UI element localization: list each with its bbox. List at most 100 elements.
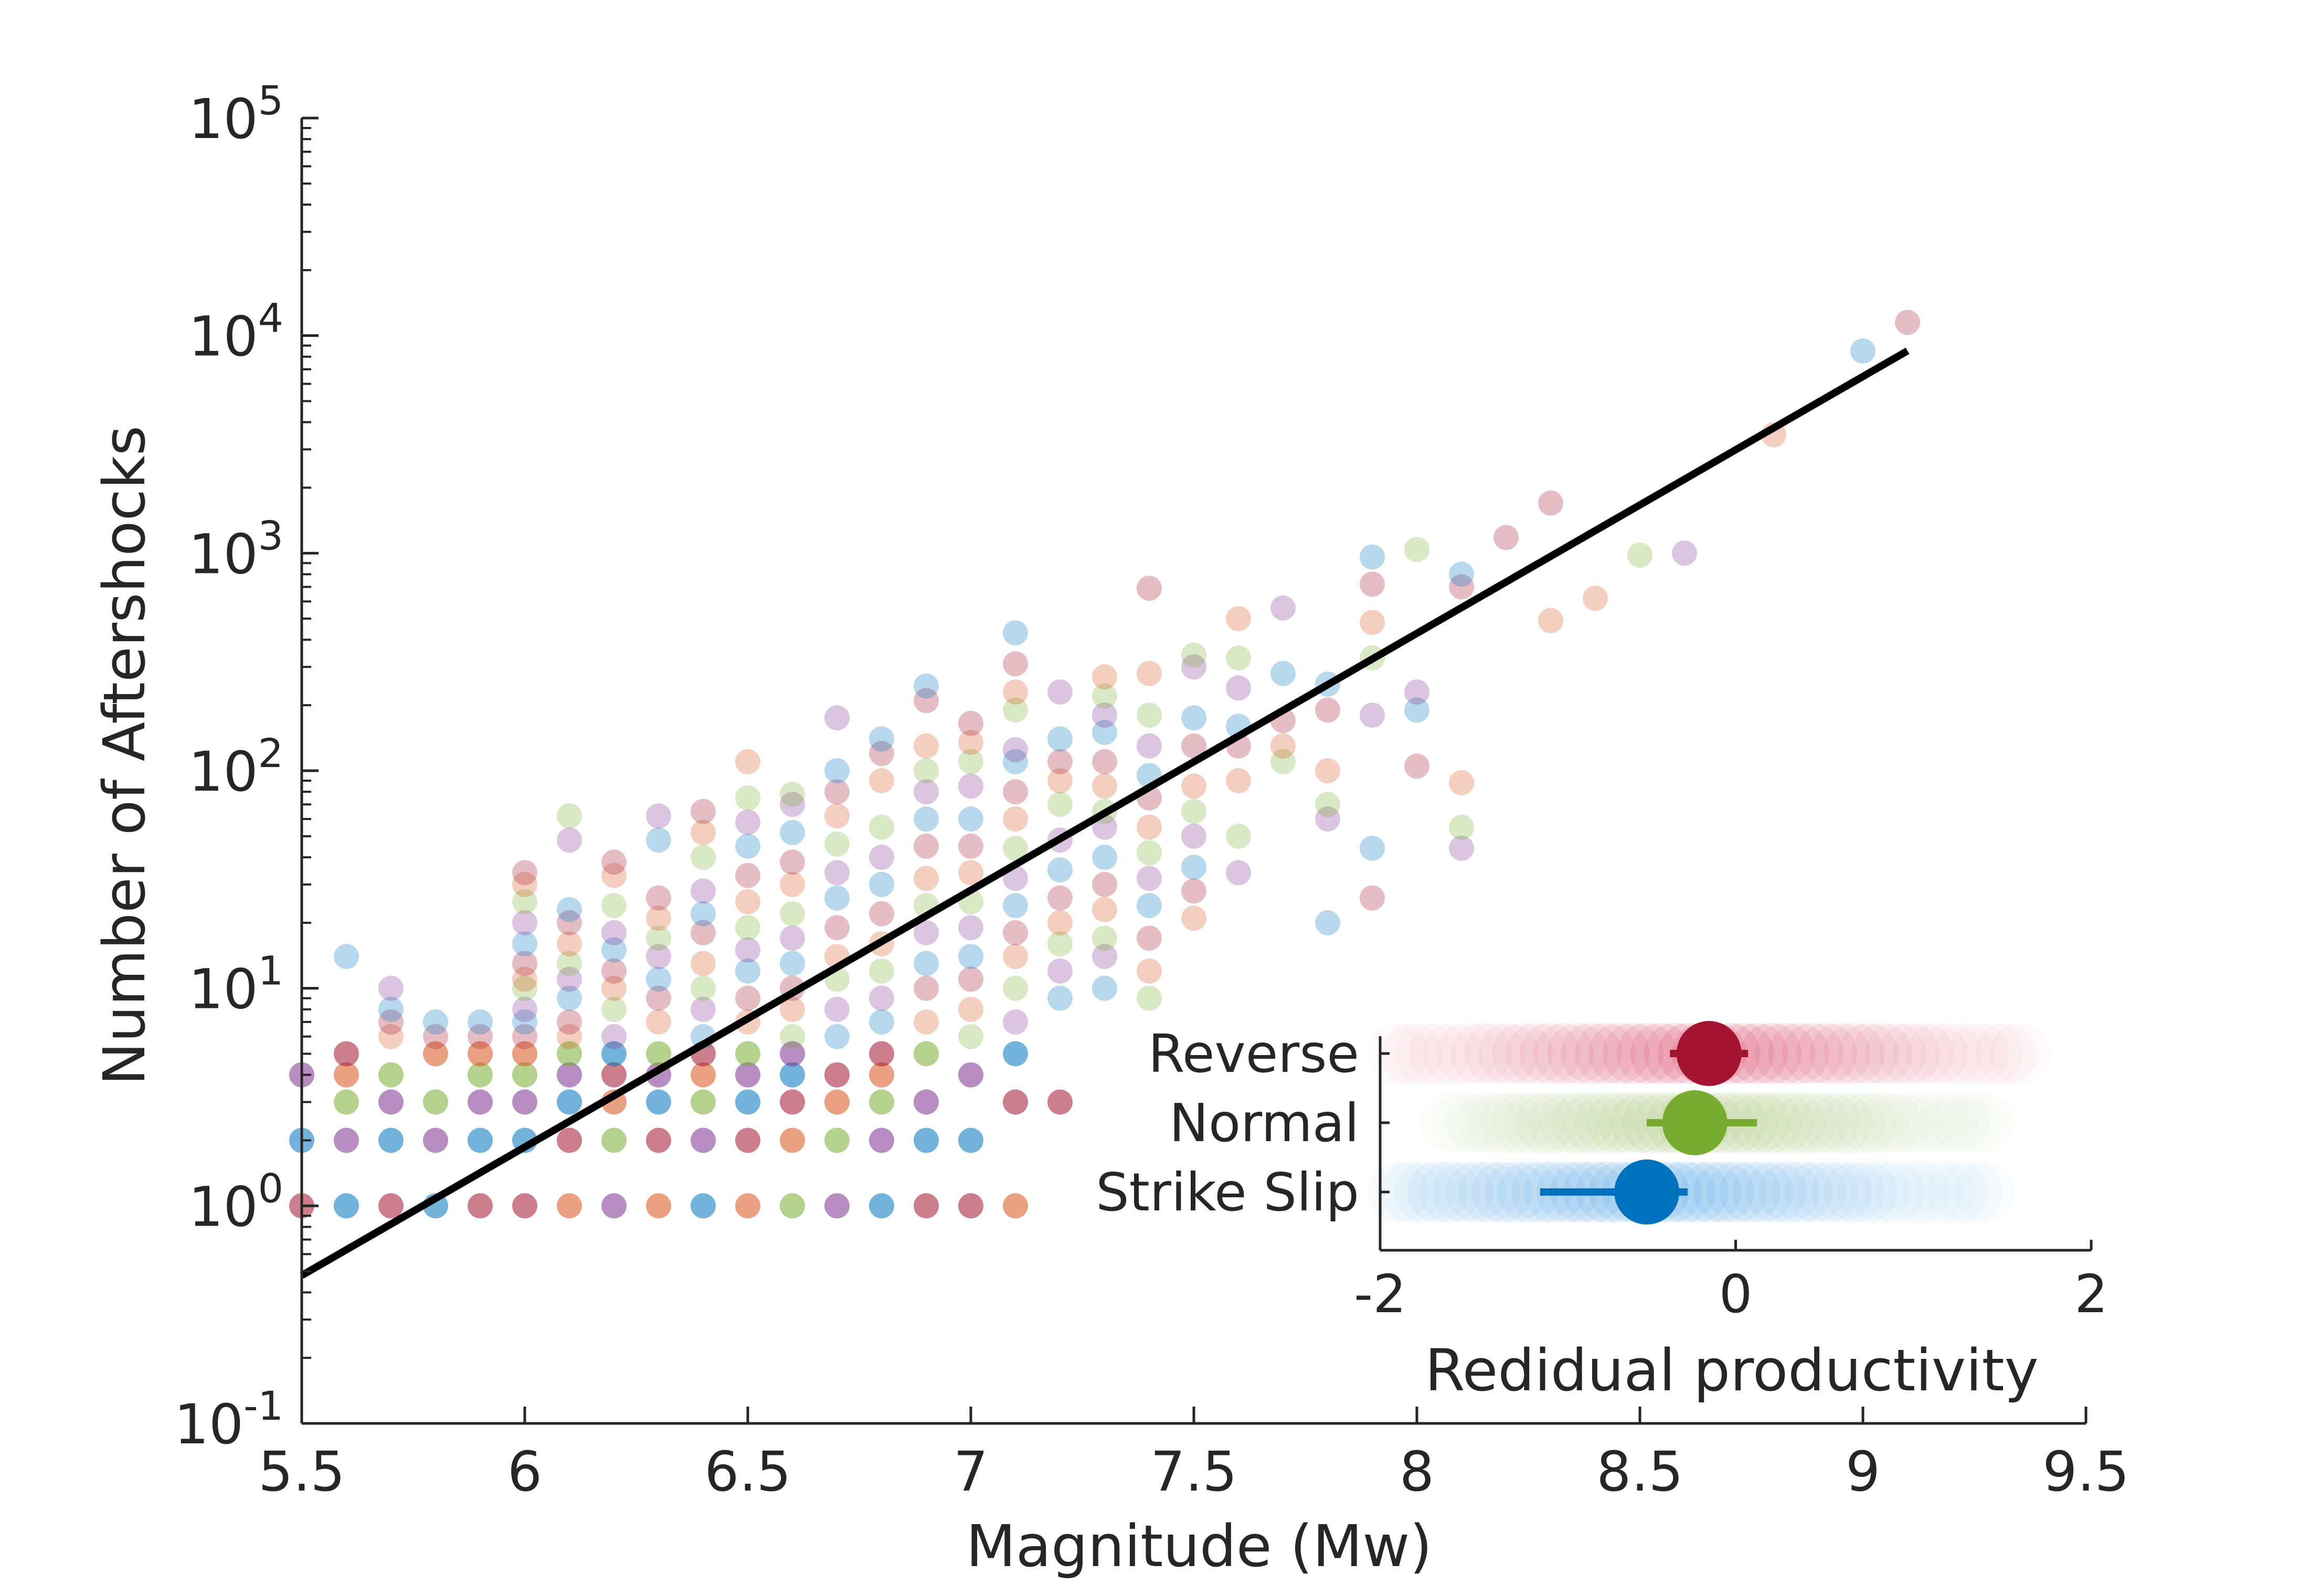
residual-point — [1519, 1023, 1581, 1084]
data-point — [1226, 675, 1251, 701]
data-point — [1092, 925, 1117, 951]
residual-point — [1616, 1023, 1678, 1084]
data-point — [824, 831, 850, 857]
data-point — [557, 1041, 582, 1067]
residual-point — [1630, 1023, 1691, 1084]
inset-x-tick-label: 2 — [2074, 1263, 2108, 1325]
data-point — [1092, 703, 1117, 728]
data-point — [601, 920, 627, 945]
residual-point — [1471, 1162, 1533, 1222]
data-point — [780, 871, 805, 897]
y-tick-label: 100 — [188, 1165, 283, 1239]
data-point — [869, 1041, 894, 1067]
data-point — [1003, 779, 1028, 805]
residual-point — [1811, 1092, 1873, 1153]
data-point — [601, 1127, 627, 1153]
data-point — [378, 996, 404, 1022]
data-point — [423, 1089, 448, 1115]
data-point — [1137, 733, 1162, 759]
data-point — [958, 773, 983, 799]
data-point — [958, 730, 983, 755]
data-point — [646, 1127, 671, 1153]
data-point — [824, 915, 850, 941]
data-point — [1137, 866, 1162, 891]
residual-point — [1782, 1023, 1844, 1084]
data-point — [1181, 823, 1206, 849]
data-point — [334, 1041, 359, 1067]
data-point — [780, 1193, 805, 1219]
data-point — [512, 996, 537, 1022]
inset-x-tick-label: 0 — [1719, 1263, 1753, 1325]
y-tick-label: 10-1 — [174, 1382, 283, 1456]
data-point — [780, 781, 805, 807]
data-point — [557, 827, 582, 853]
data-point — [334, 1089, 359, 1115]
data-point — [1360, 610, 1385, 635]
data-point — [601, 893, 627, 918]
data-point — [468, 1024, 493, 1049]
category-label: Normal — [1169, 1092, 1359, 1154]
data-point — [1181, 654, 1206, 680]
data-point — [1360, 885, 1385, 911]
residual-point — [1865, 1023, 1926, 1084]
residual-point — [1850, 1162, 1911, 1222]
data-point — [334, 944, 359, 970]
data-point — [958, 833, 983, 859]
data-point — [468, 1193, 493, 1219]
data-point — [512, 1089, 537, 1115]
data-point — [914, 1193, 939, 1219]
data-point — [1360, 835, 1385, 861]
data-point — [780, 925, 805, 951]
data-point — [824, 1089, 850, 1115]
x-tick-label: 9 — [1846, 1440, 1880, 1504]
data-point — [601, 1041, 627, 1067]
data-point — [557, 1009, 582, 1035]
residual-point — [1772, 1162, 1832, 1222]
data-point — [1360, 544, 1385, 570]
data-point — [557, 985, 582, 1011]
residual-point — [1990, 1023, 2051, 1084]
data-point — [1181, 733, 1206, 759]
residual-point — [1527, 1092, 1588, 1153]
x-tick-label: 6 — [507, 1440, 542, 1504]
data-point — [691, 920, 716, 945]
data-point — [1538, 490, 1563, 516]
residual-point — [1561, 1023, 1622, 1084]
residual-point — [1492, 1092, 1553, 1153]
residual-point — [1732, 1162, 1794, 1222]
residual-point — [1824, 1092, 1885, 1153]
data-point — [1047, 958, 1073, 984]
residual-point — [1719, 1162, 1781, 1222]
residual-point — [1754, 1023, 1816, 1084]
data-point — [914, 1009, 939, 1035]
data-point — [691, 799, 716, 824]
data-point — [691, 1127, 716, 1153]
data-point — [958, 915, 983, 941]
data-point — [735, 863, 760, 888]
residual-point — [1726, 1023, 1788, 1084]
data-point — [691, 951, 716, 976]
data-point — [1003, 620, 1028, 646]
residual-point — [1456, 1092, 1518, 1153]
residual-point — [1859, 1092, 1921, 1153]
data-point — [1226, 860, 1251, 886]
data-point — [914, 733, 939, 759]
x-axis-label: Magnitude (Mw) — [966, 1513, 1432, 1580]
data-point — [1003, 1089, 1028, 1115]
data-point — [914, 1089, 939, 1115]
x-tick-label: 7 — [953, 1440, 988, 1504]
data-point — [824, 860, 850, 886]
x-tick-label: 9.5 — [2042, 1440, 2129, 1504]
data-point — [958, 944, 983, 970]
data-point — [1092, 720, 1117, 745]
residual-point — [1862, 1162, 1924, 1222]
y-tick-label: 105 — [188, 77, 283, 151]
data-point — [1047, 749, 1073, 774]
data-point — [601, 958, 627, 984]
data-point — [691, 1193, 716, 1219]
data-point — [1047, 985, 1073, 1011]
data-point — [735, 1062, 760, 1088]
data-point — [646, 1041, 671, 1067]
data-point — [1627, 542, 1652, 568]
residual-point — [1837, 1162, 1898, 1222]
